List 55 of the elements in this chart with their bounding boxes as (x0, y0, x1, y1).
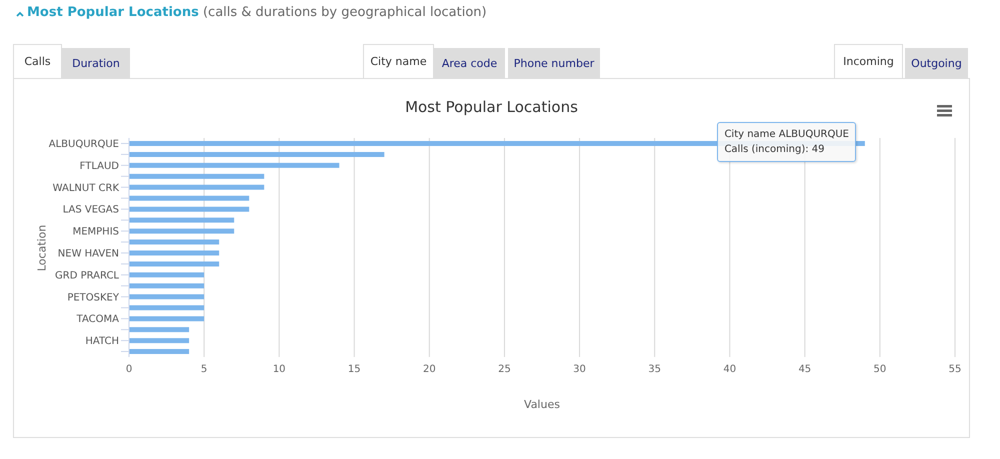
x-tick-label: 5 (200, 364, 208, 376)
x-tick-label: 30 (573, 364, 586, 376)
bar (129, 228, 234, 234)
y-tick-label: MEMPHIS (72, 226, 119, 238)
y-tick-label: WALNUT CRK (52, 182, 120, 194)
bar (129, 283, 204, 288)
bar (129, 338, 190, 344)
text: Duration (62, 48, 130, 78)
bar (129, 196, 250, 201)
y-tick-label: FTLAUD (80, 160, 120, 172)
bar (129, 152, 384, 157)
y-tick-label: GRD PRARCL (55, 270, 120, 282)
chart-title: Most Popular Locations (404, 98, 579, 116)
text: (calls & durations by geographical location) (202, 5, 487, 20)
x-axis-title: Values (524, 398, 560, 411)
x-tick-label: 20 (422, 364, 436, 376)
x-tick-label: 10 (272, 364, 286, 376)
y-tick-label: LAS VEGAS (62, 204, 119, 216)
annotation: Calls (incoming): 49 (724, 143, 826, 157)
text: City name (363, 44, 434, 78)
bar (129, 240, 220, 245)
x-tick-label: 40 (723, 364, 736, 376)
x-tick-label: 15 (348, 364, 361, 376)
bar (129, 272, 204, 278)
x-tick-label: 50 (874, 364, 886, 376)
bar (129, 327, 190, 332)
y-axis-title: Location (36, 224, 48, 271)
bar (129, 316, 204, 322)
x-tick-label: 25 (498, 364, 511, 376)
bar (129, 349, 190, 354)
y-tick-label: TACOMA (76, 314, 120, 326)
bar (129, 294, 204, 300)
text: Incoming (834, 44, 903, 78)
bar (129, 218, 234, 223)
y-tick-label: NEW HAVEN (58, 248, 119, 260)
text: Calls (13, 44, 62, 78)
text: Area code (434, 48, 505, 78)
text: Outgoing (905, 48, 968, 78)
bar (129, 184, 264, 190)
y-tick-label: ALBUQURQUE (48, 139, 119, 150)
x-tick-label: 0 (126, 364, 132, 376)
bar (129, 305, 204, 310)
text: Phone number (508, 48, 600, 78)
text: Most Popular Locations (27, 5, 199, 20)
bar (129, 174, 264, 179)
bar (129, 250, 220, 256)
x-tick-label: 45 (798, 364, 812, 376)
y-tick-label: HATCH (85, 336, 119, 348)
bar (129, 261, 220, 266)
annotation: City name ALBUQURQUE (724, 128, 849, 142)
y-tick-label: PETOSKEY (67, 292, 120, 304)
x-tick-label: 35 (648, 364, 662, 376)
bar (129, 162, 340, 168)
x-tick-label: 55 (948, 364, 962, 376)
bar (129, 206, 250, 212)
